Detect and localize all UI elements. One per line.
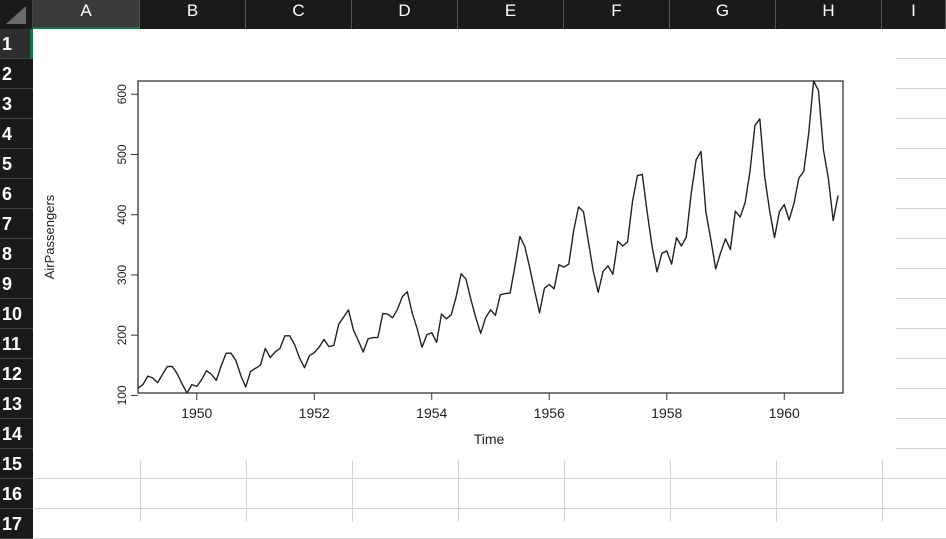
column-header-h[interactable]: H (776, 0, 882, 29)
column-header-b[interactable]: B (140, 0, 246, 29)
y-tick-label: 200 (115, 325, 129, 345)
row-header-10[interactable]: 10 (0, 299, 33, 329)
plot-area-border (137, 80, 844, 394)
row-header-4[interactable]: 4 (0, 119, 33, 149)
row-header-6[interactable]: 6 (0, 179, 33, 209)
column-header-i[interactable]: I (882, 0, 946, 29)
x-tick-label: 1958 (651, 405, 682, 421)
row-header-2[interactable]: 2 (0, 59, 33, 89)
y-axis-label: AirPassengers (42, 194, 57, 279)
column-header-e[interactable]: E (458, 0, 564, 29)
row-header-15[interactable]: 15 (0, 449, 33, 479)
x-tick-label: 1954 (416, 405, 447, 421)
y-tick-label: 600 (115, 84, 129, 104)
row-header-14[interactable]: 14 (0, 419, 33, 449)
x-tick-label: 1952 (299, 405, 330, 421)
chart-image[interactable]: 100 200 300 400 500 600 1950 1952 1954 1956 1958 1… (34, 30, 896, 460)
row-header-8[interactable]: 8 (0, 239, 33, 269)
series-line-airpassengers (137, 80, 839, 394)
y-tick-label: 400 (115, 204, 129, 224)
row-header-13[interactable]: 13 (0, 389, 33, 419)
column-header-d[interactable]: D (352, 0, 458, 29)
row-header-7[interactable]: 7 (0, 209, 33, 239)
row-header-1[interactable]: 1 (0, 29, 33, 59)
column-header-f[interactable]: F (564, 0, 670, 29)
row-header-3[interactable]: 3 (0, 89, 33, 119)
row-header-11[interactable]: 11 (0, 329, 33, 359)
y-tick-label: 500 (115, 144, 129, 164)
y-tick-label: 100 (115, 385, 129, 405)
row-gridline (34, 478, 946, 479)
y-tick-label: 300 (115, 265, 129, 285)
row-header-12[interactable]: 12 (0, 359, 33, 389)
x-tick-label: 1956 (534, 405, 565, 421)
column-header-g[interactable]: G (670, 0, 776, 29)
row-header-17[interactable]: 17 (0, 509, 33, 539)
select-all-icon (6, 6, 26, 24)
row-header-16[interactable]: 16 (0, 479, 33, 509)
column-header-c[interactable]: C (246, 0, 352, 29)
select-all-corner[interactable] (0, 0, 33, 29)
row-gridline (34, 508, 946, 509)
x-tick-label: 1950 (181, 405, 212, 421)
x-axis: 1950 1952 1954 1956 1958 1960 (181, 393, 800, 421)
column-header-a[interactable]: A (33, 0, 140, 29)
x-axis-label: Time (474, 431, 505, 447)
y-axis: 100 200 300 400 500 600 (115, 84, 138, 405)
row-header-5[interactable]: 5 (0, 149, 33, 179)
x-tick-label: 1960 (769, 405, 800, 421)
row-header-9[interactable]: 9 (0, 269, 33, 299)
